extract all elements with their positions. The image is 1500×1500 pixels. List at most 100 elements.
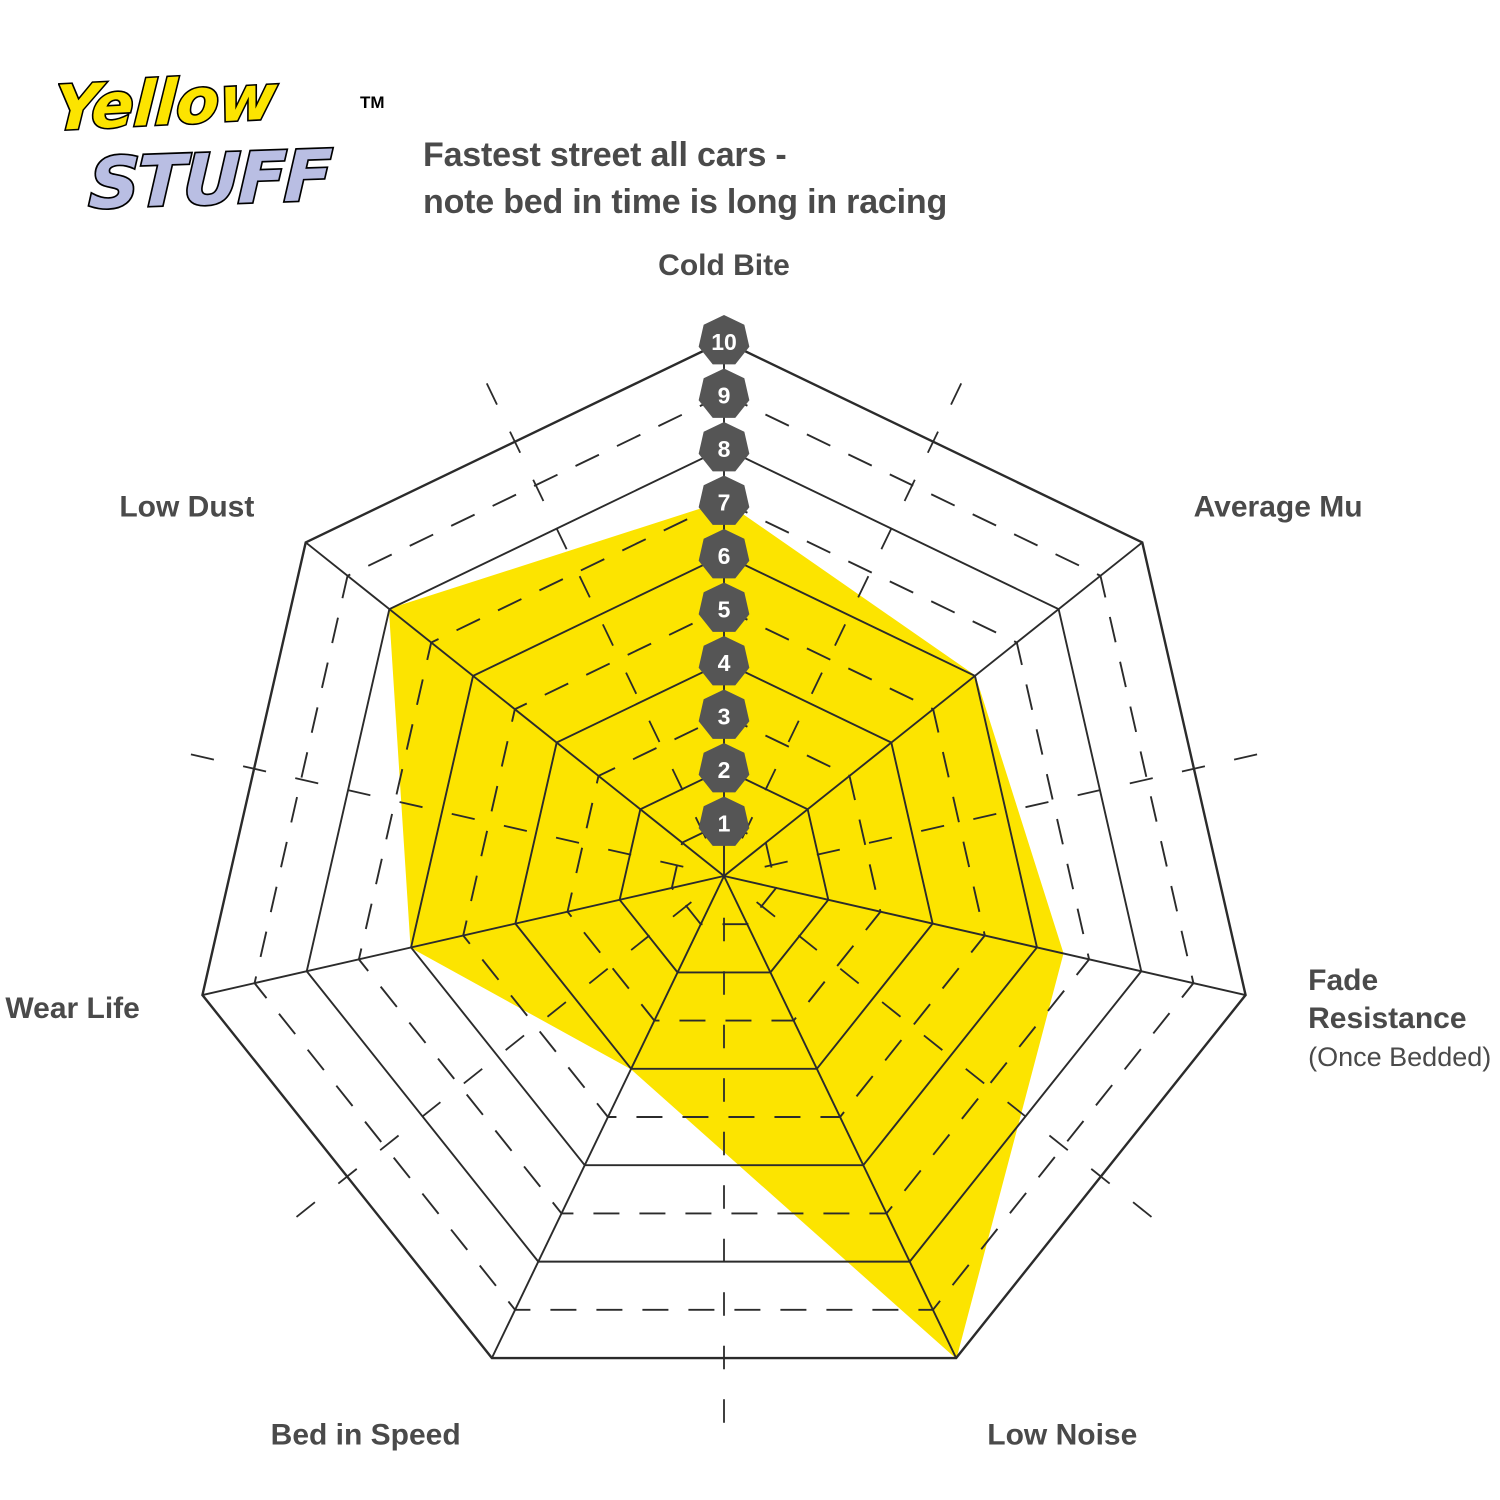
tick-badge-6: 6 bbox=[698, 529, 750, 579]
tick-badge-label: 9 bbox=[718, 383, 731, 409]
grid-ring-4 bbox=[514, 660, 934, 1070]
grid-nick bbox=[764, 768, 777, 791]
axis-label-low-dust: Low Dust bbox=[119, 490, 254, 523]
grid-nick bbox=[602, 623, 614, 646]
grid-nick bbox=[787, 720, 800, 743]
tick-badge-shape bbox=[698, 636, 750, 686]
tick-badge-1: 1 bbox=[698, 796, 750, 846]
tick-badge-shape bbox=[698, 796, 750, 846]
svg-text:STUFF: STUFF bbox=[88, 135, 333, 225]
grid-nick bbox=[965, 1068, 985, 1085]
grid-nick bbox=[648, 720, 661, 743]
axis-label-average-mu: Average Mu bbox=[1194, 490, 1363, 523]
axis-label-fade-resistance: Fade Resistance (Once Bedded) bbox=[1308, 964, 1491, 1072]
grid-nick bbox=[868, 836, 893, 844]
grid-nick bbox=[485, 382, 498, 405]
grid-nick bbox=[810, 672, 823, 695]
grid-nick bbox=[834, 623, 846, 646]
grid-nick bbox=[337, 1168, 358, 1185]
grid-nick bbox=[857, 575, 870, 598]
tick-badge-10: 10 bbox=[698, 315, 750, 365]
grid-nick bbox=[608, 848, 632, 856]
tick-badge-label: 3 bbox=[718, 704, 731, 730]
grid-nick bbox=[660, 860, 684, 868]
grid-spoke-4 bbox=[491, 875, 725, 1359]
grid-nick bbox=[903, 479, 916, 502]
grid-spoke-6 bbox=[305, 541, 725, 877]
tick-badge-label: 5 bbox=[718, 597, 731, 623]
grid-nick bbox=[881, 1001, 902, 1018]
axis-label-low-noise: Low Noise bbox=[987, 1418, 1137, 1451]
tick-badge-shape bbox=[698, 582, 750, 632]
grid-nick bbox=[509, 431, 522, 454]
grid-nick bbox=[451, 812, 475, 820]
axis-labels: Cold Bite Average Mu Fade Resistance (Once B… bbox=[5, 249, 1491, 1451]
tick-badge-label: 1 bbox=[718, 811, 731, 837]
page-title: Fastest street all cars - note bed in ti… bbox=[423, 132, 1063, 226]
tick-badge-2: 2 bbox=[698, 743, 750, 793]
grid-nick bbox=[973, 812, 997, 820]
tick-badge-3: 3 bbox=[698, 689, 750, 739]
axis-label-wear-life: Wear Life bbox=[5, 992, 140, 1025]
grid-spoke-5 bbox=[202, 875, 725, 996]
grid-nick bbox=[588, 968, 609, 985]
yellowstuff-logo: Yellow STUFF TM bbox=[58, 68, 408, 238]
grid-nick bbox=[1048, 1134, 1069, 1151]
grid-nick bbox=[630, 934, 651, 951]
axis-label-bed-in-speed: Bed in Speed bbox=[271, 1418, 461, 1451]
grid-nick bbox=[797, 934, 818, 951]
grid-nick bbox=[503, 824, 528, 832]
trademark-symbol: TM bbox=[360, 93, 385, 112]
grid-ring-7 bbox=[357, 500, 1091, 1215]
grid-nick bbox=[347, 789, 371, 797]
grid-nick bbox=[1181, 765, 1206, 773]
grid-nick bbox=[1007, 1101, 1027, 1118]
logo-word-yellow: Yellow bbox=[58, 68, 281, 147]
tick-badge-shape bbox=[698, 529, 750, 579]
grid-nick bbox=[1129, 777, 1153, 785]
grid-nick bbox=[505, 1034, 525, 1051]
tick-badge-9: 9 bbox=[698, 368, 750, 418]
grid-nick bbox=[546, 1001, 567, 1018]
grid-nick bbox=[1233, 753, 1258, 761]
grid-ring-6 bbox=[410, 553, 1038, 1167]
grid-nick bbox=[816, 848, 840, 856]
grid-nick bbox=[926, 431, 939, 454]
tick-badge-label: 4 bbox=[718, 650, 731, 676]
tick-badge-4: 4 bbox=[698, 636, 750, 686]
grid-nick bbox=[295, 1201, 316, 1218]
grid-nick bbox=[578, 575, 591, 598]
tick-badge-8: 8 bbox=[698, 422, 750, 472]
radial-tick-badges: 1 2 3 4 5 6 7 8 9 10 bbox=[698, 315, 750, 846]
tick-badge-shape bbox=[698, 315, 750, 365]
tick-badge-shape bbox=[698, 689, 750, 739]
grid-spoke-3 bbox=[723, 875, 957, 1359]
grid-nick bbox=[923, 1034, 943, 1051]
grid-ring-5 bbox=[462, 607, 986, 1118]
tick-badge-label: 7 bbox=[718, 490, 731, 516]
chart-header: Yellow STUFF TM Fastest street all cars … bbox=[0, 0, 1500, 260]
axis-label-cold-bite: Cold Bite bbox=[658, 249, 790, 282]
headline-line-2: note bed in time is long in racing bbox=[423, 182, 948, 221]
tick-badge-label: 2 bbox=[718, 757, 731, 783]
grid-nick bbox=[671, 768, 684, 791]
grid-nick bbox=[295, 777, 319, 785]
headline-line-1: Fastest street all cars - bbox=[423, 136, 787, 174]
grid-nick bbox=[399, 801, 423, 809]
grid-nick bbox=[756, 901, 776, 918]
grid-nick bbox=[555, 527, 568, 550]
tick-badge-shape bbox=[698, 475, 750, 525]
grid-nick bbox=[920, 824, 945, 832]
grid-nick bbox=[672, 901, 692, 918]
grid-nick bbox=[1090, 1168, 1111, 1185]
grid-nick bbox=[1077, 789, 1101, 797]
tick-badge-label: 10 bbox=[711, 329, 737, 355]
tick-badge-shape bbox=[698, 422, 750, 472]
grid-nick bbox=[625, 672, 638, 695]
grid-nick bbox=[950, 382, 963, 405]
tick-badge-shape bbox=[698, 743, 750, 793]
svg-text:Yellow: Yellow bbox=[58, 68, 279, 145]
grid-nick bbox=[880, 527, 893, 550]
